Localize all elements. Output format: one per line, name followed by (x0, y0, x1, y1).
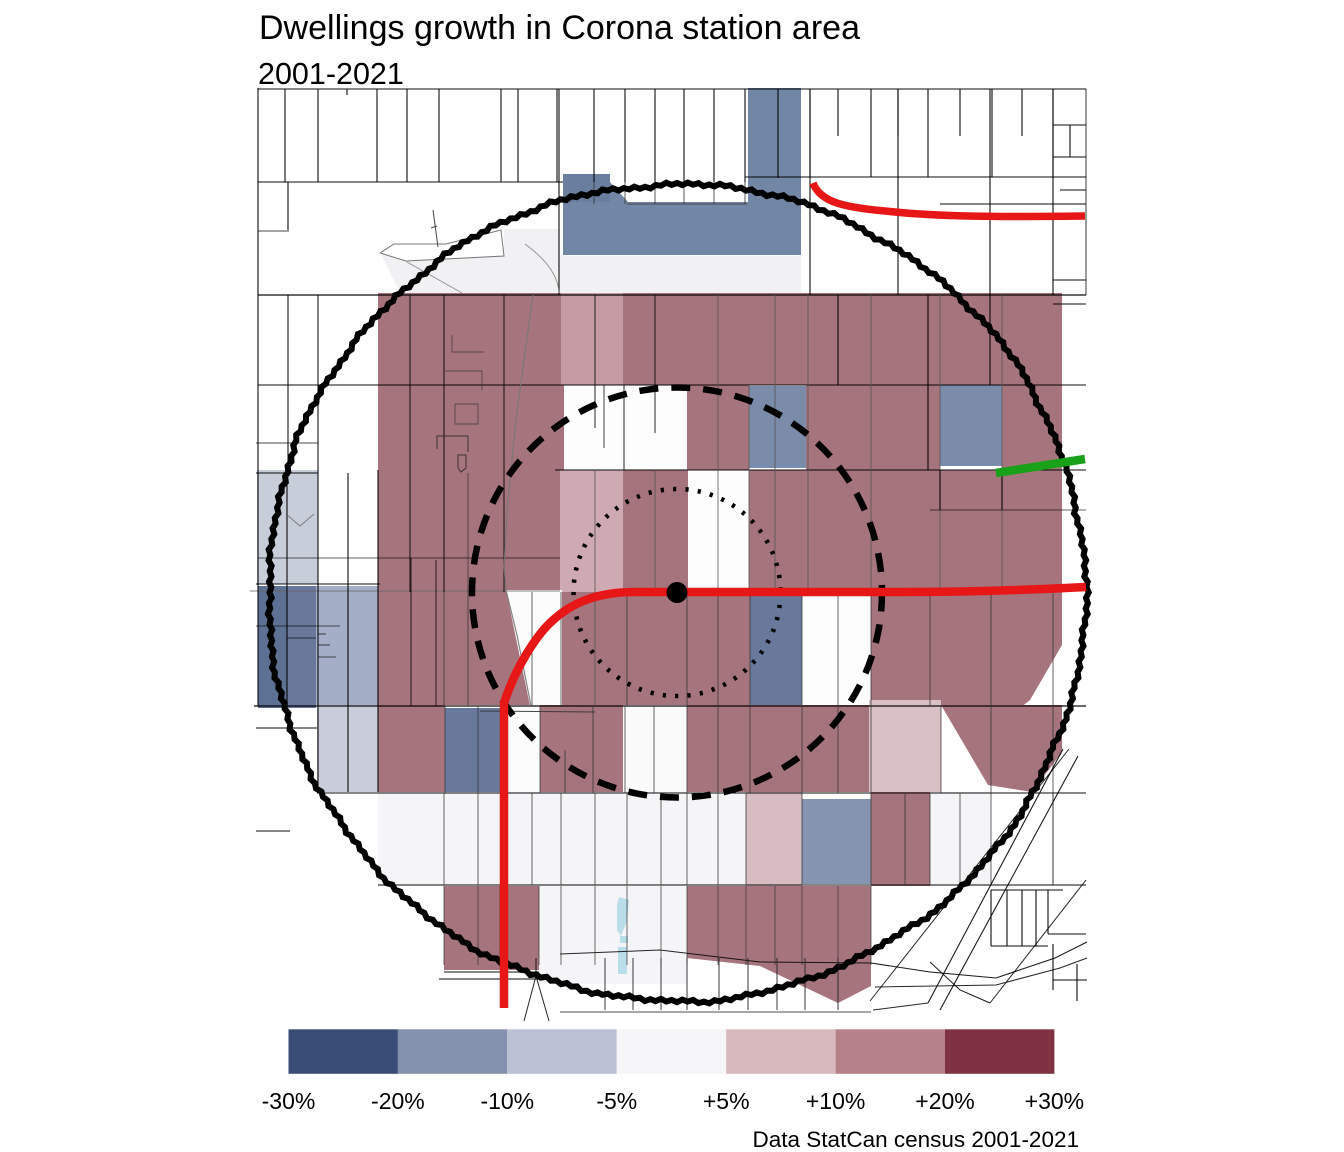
svg-text:-10%: -10% (480, 1088, 534, 1114)
svg-text:+10%: +10% (806, 1088, 865, 1114)
svg-text:Dwellings growth in Corona sta: Dwellings growth in Corona station area (259, 9, 860, 47)
svg-text:+20%: +20% (915, 1088, 974, 1114)
svg-text:-30%: -30% (262, 1088, 316, 1114)
svg-text:+5%: +5% (703, 1088, 750, 1114)
svg-text:2001-2021: 2001-2021 (258, 57, 404, 91)
svg-text:Data StatCan census 2001-2021: Data StatCan census 2001-2021 (753, 1127, 1079, 1152)
svg-text:+30%: +30% (1025, 1088, 1084, 1114)
svg-text:-5%: -5% (596, 1088, 637, 1114)
svg-text:-20%: -20% (371, 1088, 425, 1114)
